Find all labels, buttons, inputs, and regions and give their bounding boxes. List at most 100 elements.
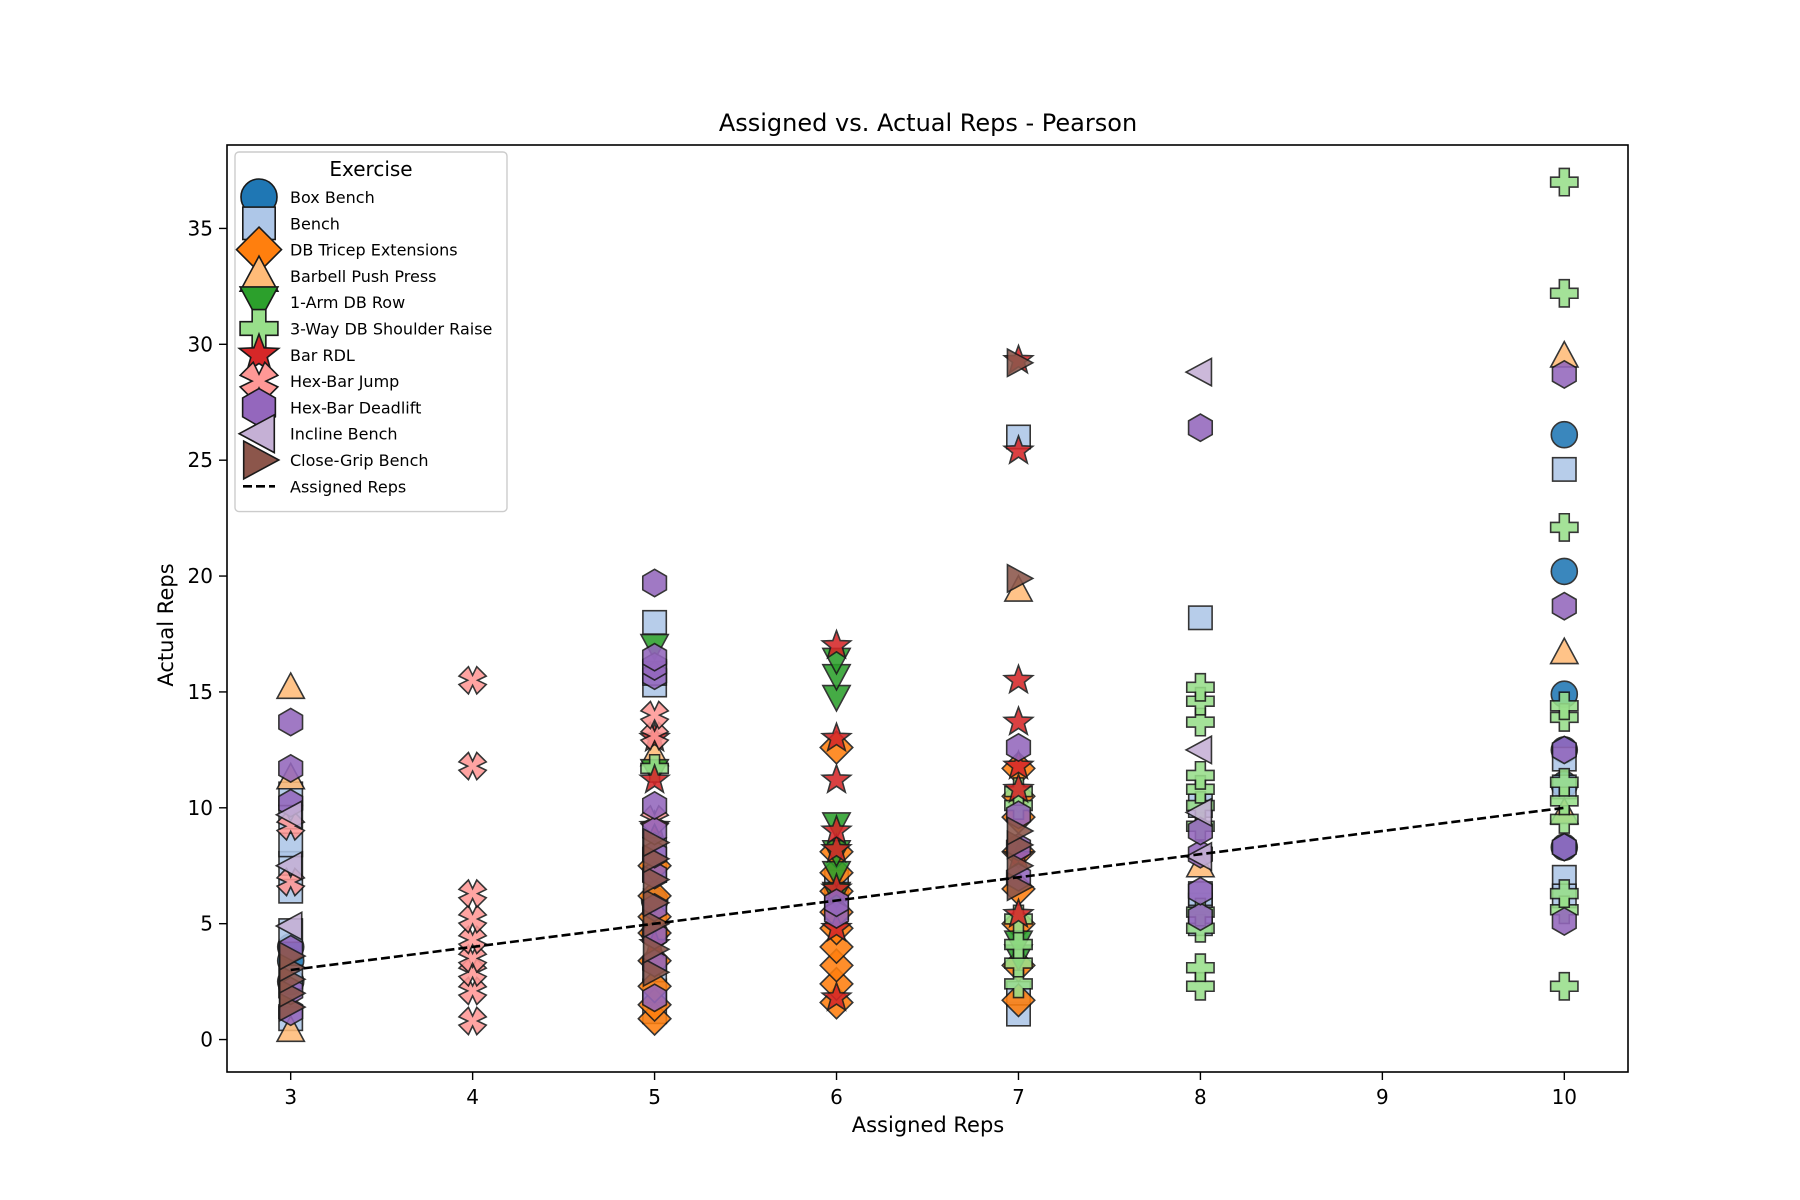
data-point [1185,707,1215,737]
x-tick-label: 5 [648,1085,661,1109]
data-point [1004,969,1033,999]
data-point [641,983,668,1013]
data-point [1550,420,1579,449]
x-tick-label: 8 [1194,1085,1207,1109]
data-point [457,1006,488,1036]
legend-marker [237,331,281,374]
data-point [642,934,671,965]
legend-title: Exercise [329,157,412,181]
data-point [1549,278,1579,308]
data-point [642,864,671,895]
data-point [1549,167,1579,197]
legend-label: 3-Way DB Shoulder Raise [290,320,492,339]
data-point [1006,850,1035,881]
data-point [1551,735,1577,765]
data-point [1549,636,1580,665]
legend-entry-incline-bench: Incline Bench [237,413,398,454]
y-tick-label: 30 [188,332,213,356]
data-point [1549,512,1579,542]
data-point [1185,760,1215,790]
series-close-grip-bench [278,347,1035,1023]
y-tick-label: 0 [200,1028,213,1052]
legend-entry-box-bench: Box Bench [240,178,375,216]
data-point [1006,347,1035,378]
axes-frame [226,144,1629,1073]
data-point [1004,930,1033,959]
data-point [1551,832,1577,862]
data-point [1549,879,1579,909]
data-point [642,957,671,988]
data-point [642,609,668,635]
data-point [820,721,853,753]
data-point [1551,456,1577,482]
legend-label: Box Bench [290,188,375,207]
data-point [1002,772,1035,804]
legend-marker [242,439,281,481]
data-point [1187,413,1214,443]
data-point [457,751,488,782]
data-point [638,762,672,794]
data-point [1002,748,1035,781]
data-point [1006,563,1035,594]
data-point [274,850,303,881]
data-point [1184,797,1213,828]
data-point [1005,732,1032,763]
data-point [278,941,307,972]
y-tick-label: 5 [200,912,213,936]
legend-entry-bar-rdl: Bar RDL [237,331,355,374]
assigned-reps-line [290,806,1565,972]
data-point [274,799,303,830]
legend-label: 1-Arm DB Row [290,293,405,312]
data-point [820,628,853,660]
data-point [275,1014,306,1043]
data-point [1549,691,1579,721]
y-axis-label: Actual Reps [154,563,178,686]
data-point [1002,897,1035,929]
legend-marker [238,286,280,324]
data-point [1001,982,1036,1018]
data-point [1185,672,1215,702]
data-point [820,813,853,845]
data-point [275,671,306,700]
legend-entry-1-arm-db-row: 1-Arm DB Row [238,286,405,324]
data-point [642,887,671,918]
data-point [1002,663,1035,695]
data-point [1551,591,1577,621]
legend-label: Incline Bench [290,425,398,444]
data-point [1184,357,1213,388]
data-point [1549,767,1579,797]
data-point [1185,953,1215,983]
data-point [1187,902,1214,932]
y-tick-label: 15 [188,680,213,704]
data-point [457,665,488,696]
data-point [1551,359,1577,389]
data-point [278,707,304,737]
data-point [823,888,850,918]
series-incline-bench [274,357,1213,941]
legend-label: DB Tricep Extensions [290,241,458,260]
legend-label: Barbell Push Press [290,267,437,286]
x-tick-label: 6 [830,1085,843,1109]
data-point [1549,971,1579,1001]
data-point [1184,841,1213,872]
y-tick-label: 25 [188,448,213,472]
legend-label: Hex-Bar Deadlift [290,398,421,417]
legend-label: Bench [290,214,340,233]
data-point [1551,906,1577,936]
data-point [457,878,488,909]
legend-entry-hex-bar-deadlift: Hex-Bar Deadlift [241,387,421,428]
data-point [820,832,853,864]
x-axis-label: Assigned Reps [852,1113,1005,1137]
y-tick-label: 20 [188,564,213,588]
y-tick-label: 10 [188,796,213,820]
data-point [820,980,853,1012]
legend-label: Hex-Bar Jump [290,372,399,391]
legend-label: Bar RDL [290,346,355,365]
legend-label: Assigned Reps [290,477,406,496]
data-point [1002,704,1035,737]
data-point [642,827,671,858]
data-point [1187,876,1214,906]
data-point [1002,433,1035,465]
